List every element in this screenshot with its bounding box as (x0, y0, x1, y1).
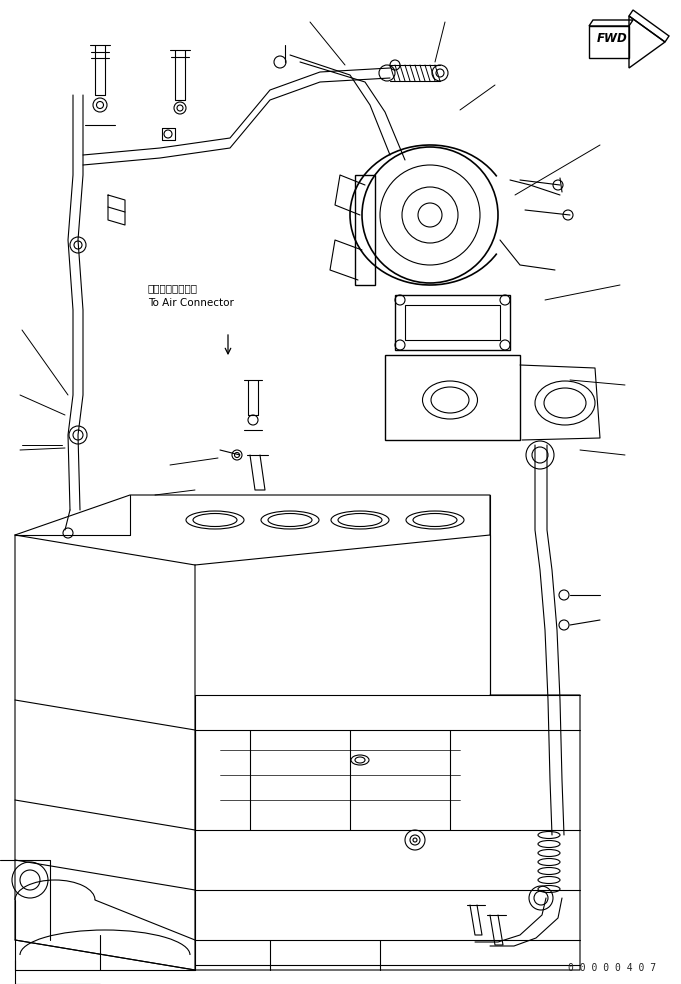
Text: エアーコネクタヘ: エアーコネクタヘ (148, 283, 198, 293)
Bar (355, 175, 375, 285)
Text: To Air Connector: To Air Connector (148, 298, 234, 308)
Text: 0 0 0 0 0 4 0 7: 0 0 0 0 0 4 0 7 (568, 963, 656, 973)
Text: FWD: FWD (597, 32, 628, 45)
Bar (405, 305, 500, 340)
Bar (395, 295, 510, 350)
Bar (385, 355, 520, 440)
